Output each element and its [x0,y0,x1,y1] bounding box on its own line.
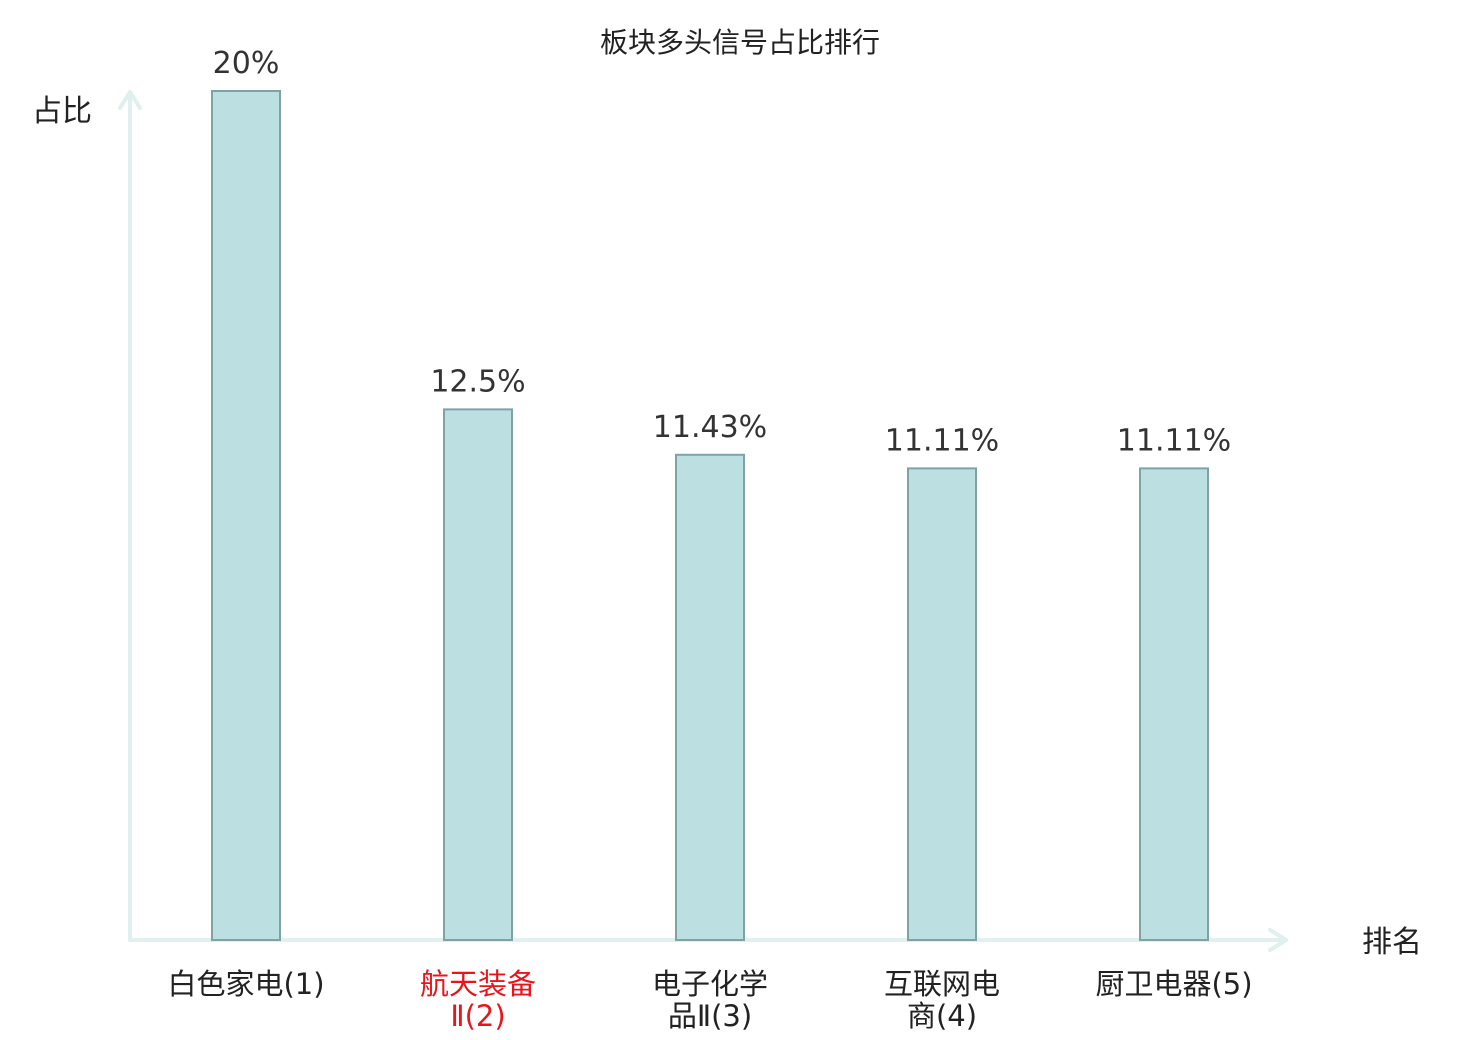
chart-title: 板块多头信号占比排行 [600,26,880,59]
category-label-3-line-1: 电子化学 [652,967,768,1001]
category-label-1-line-1: 白色家电(1) [167,967,324,1001]
value-label-4: 11.11% [885,423,999,458]
category-label-2-line-2: Ⅱ(2) [450,999,505,1033]
bar-2 [443,408,513,941]
category-label-4-line-2: 商(4) [907,999,977,1033]
category-label-2-line-1: 航天装备 [420,967,536,1001]
bar-group [211,90,1209,941]
value-label-3: 11.43% [653,410,767,445]
bar-1 [211,90,281,941]
value-label-2: 12.5% [430,364,525,399]
category-label-4-line-1: 互联网电 [884,967,1000,1001]
bar-5 [1139,467,1209,941]
bar-3 [675,453,745,941]
category-label-3-line-2: 品Ⅱ(3) [668,999,752,1033]
bar-4 [907,467,977,941]
value-label-1: 20% [213,46,280,81]
y-axis-arrow [118,90,142,110]
category-label-5-line-1: 厨卫电器(5) [1095,967,1252,1001]
x-axis-label: 排名 [1362,925,1422,960]
value-label-group: 20% 12.5% 11.43% 11.11% 11.11% [213,46,1232,458]
y-axis-label: 占比 [32,94,92,129]
x-axis-arrow [1268,928,1288,952]
value-label-5: 11.11% [1117,423,1231,458]
